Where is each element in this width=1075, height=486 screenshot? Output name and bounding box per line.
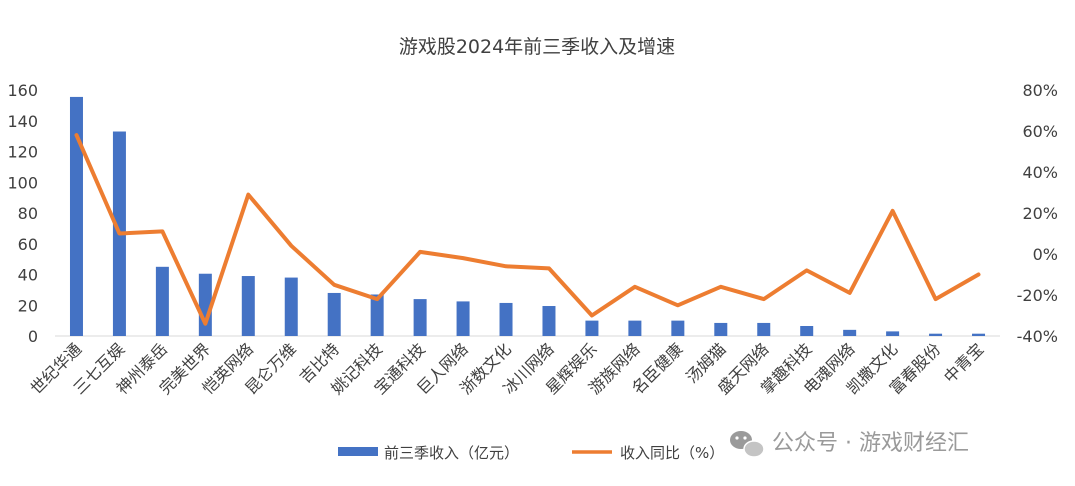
bar	[69, 96, 83, 336]
line-point	[763, 298, 765, 300]
left-tick-label: 40	[18, 266, 38, 285]
legend-label-growth: 收入同比（%）	[620, 444, 724, 462]
bar	[671, 320, 685, 336]
line-point	[247, 194, 249, 196]
chart-title: 游戏股2024年前三季收入及增速	[399, 36, 675, 58]
right-tick-label: 40%	[1022, 163, 1058, 182]
right-tick-label: -20%	[1017, 286, 1058, 305]
bar	[370, 294, 384, 336]
line-series	[74, 133, 981, 326]
legend: 前三季收入（亿元） 收入同比（%）	[338, 444, 724, 462]
bar	[542, 306, 556, 336]
bar	[843, 329, 857, 336]
line-point	[548, 267, 550, 269]
left-tick-label: 0	[28, 327, 38, 346]
right-tick-label: 60%	[1022, 122, 1058, 141]
line-point	[935, 298, 937, 300]
right-tick-label: 80%	[1022, 81, 1058, 100]
right-tick-label: 0%	[1033, 245, 1058, 264]
bar	[585, 320, 599, 336]
line-point	[505, 265, 507, 267]
bar	[499, 302, 513, 336]
left-tick-label: 140	[7, 112, 38, 131]
left-tick-label: 160	[7, 81, 38, 100]
line-point	[720, 286, 722, 288]
legend-label-revenue: 前三季收入（亿元）	[384, 444, 519, 462]
line-point	[677, 304, 679, 306]
line-point	[75, 134, 77, 136]
bar	[800, 326, 814, 336]
category-label: 中青宝	[940, 339, 987, 386]
bar	[886, 331, 900, 336]
bar	[628, 320, 642, 336]
left-tick-label: 120	[7, 143, 38, 162]
bar	[327, 292, 341, 336]
bar	[456, 301, 470, 336]
bar	[757, 322, 771, 336]
wechat-icon	[730, 431, 765, 458]
left-axis: 0 20 40 60 80 100 120 140 160	[7, 81, 38, 346]
bar	[972, 333, 986, 336]
line-point	[806, 269, 808, 271]
line-point	[419, 251, 421, 253]
bar-series	[69, 96, 986, 336]
line-point	[290, 245, 292, 247]
line-point	[462, 257, 464, 259]
left-tick-label: 100	[7, 173, 38, 192]
line-point	[591, 315, 593, 316]
line-point	[333, 284, 335, 286]
bar	[929, 333, 943, 336]
category-labels: 世纪华通三七互娱神州泰岳完美世界恺英网络昆仑万维吉比特姚记科技宝通科技巨人网络浙…	[27, 339, 988, 398]
line-point	[978, 274, 980, 275]
line-point	[204, 323, 206, 325]
left-tick-label: 20	[18, 296, 38, 315]
bar	[714, 322, 728, 336]
line-point	[892, 210, 894, 212]
line-point	[849, 292, 851, 294]
watermark: 公众号 · 游戏财经汇	[730, 431, 969, 458]
bar	[413, 299, 427, 336]
growth-line	[74, 133, 981, 326]
right-tick-label: 20%	[1022, 204, 1058, 223]
legend-swatch-revenue	[338, 447, 378, 456]
left-tick-label: 80	[18, 204, 38, 223]
line-point	[161, 230, 163, 232]
bar	[284, 277, 298, 336]
right-axis: -40% -20% 0% 20% 40% 60% 80%	[1017, 81, 1058, 346]
line-point	[376, 298, 378, 300]
line-point	[634, 286, 636, 288]
line-point	[118, 233, 120, 234]
watermark-text: 公众号 · 游戏财经汇	[772, 431, 969, 456]
bar	[241, 276, 255, 336]
bar	[155, 266, 169, 336]
left-tick-label: 60	[18, 235, 38, 254]
right-tick-label: -40%	[1017, 327, 1058, 346]
